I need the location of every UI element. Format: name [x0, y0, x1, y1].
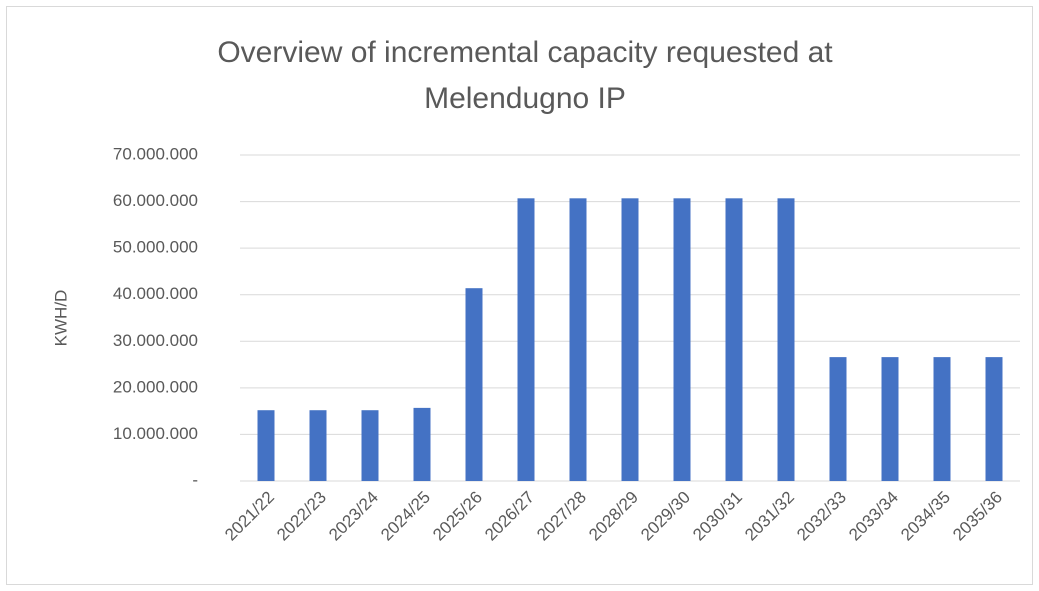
bar: [725, 198, 743, 481]
y-tick-label: 50.000.000: [113, 238, 198, 257]
x-tick-label: 2032/33: [793, 488, 850, 545]
bar: [881, 357, 899, 481]
x-tick-label: 2026/27: [481, 488, 538, 545]
y-tick-label: 60.000.000: [113, 191, 198, 210]
y-tick-label: 10.000.000: [113, 424, 198, 443]
x-tick-label: 2023/24: [325, 488, 382, 545]
bar: [309, 410, 327, 481]
x-tick-label: 2034/35: [897, 488, 954, 545]
x-tick-label: 2033/34: [845, 488, 902, 545]
x-tick-label: 2028/29: [585, 488, 642, 545]
chart-title: Overview of incremental capacity request…: [217, 36, 833, 115]
y-tick-label: -: [192, 470, 198, 489]
x-tick-label: 2024/25: [377, 488, 434, 545]
bar: [777, 198, 795, 481]
bar: [257, 410, 275, 481]
x-tick-label: 2027/28: [533, 488, 590, 545]
y-tick-label: 20.000.000: [113, 377, 198, 396]
bar: [413, 407, 431, 481]
y-tick-label: 40.000.000: [113, 284, 198, 303]
bar: [673, 198, 691, 481]
x-tick-label: 2021/22: [221, 488, 278, 545]
bar: [829, 357, 847, 481]
bar: [985, 357, 1003, 481]
y-tick-label: 70.000.000: [113, 144, 198, 163]
x-tick-label: 2029/30: [637, 488, 694, 545]
x-tick-label: 2022/23: [273, 488, 330, 545]
y-tick-label: 30.000.000: [113, 331, 198, 350]
y-axis-label: KWH/D: [51, 290, 70, 347]
x-tick-label: 2030/31: [689, 488, 746, 545]
chart-border: [6, 6, 1033, 585]
x-tick-label: 2035/36: [949, 488, 1006, 545]
bar: [621, 198, 639, 481]
x-tick-label: 2031/32: [741, 488, 798, 545]
bar: [569, 198, 587, 481]
bar: [465, 288, 483, 481]
bar: [933, 357, 951, 481]
bar: [361, 410, 379, 481]
x-tick-label: 2025/26: [429, 488, 486, 545]
bar: [517, 198, 535, 481]
